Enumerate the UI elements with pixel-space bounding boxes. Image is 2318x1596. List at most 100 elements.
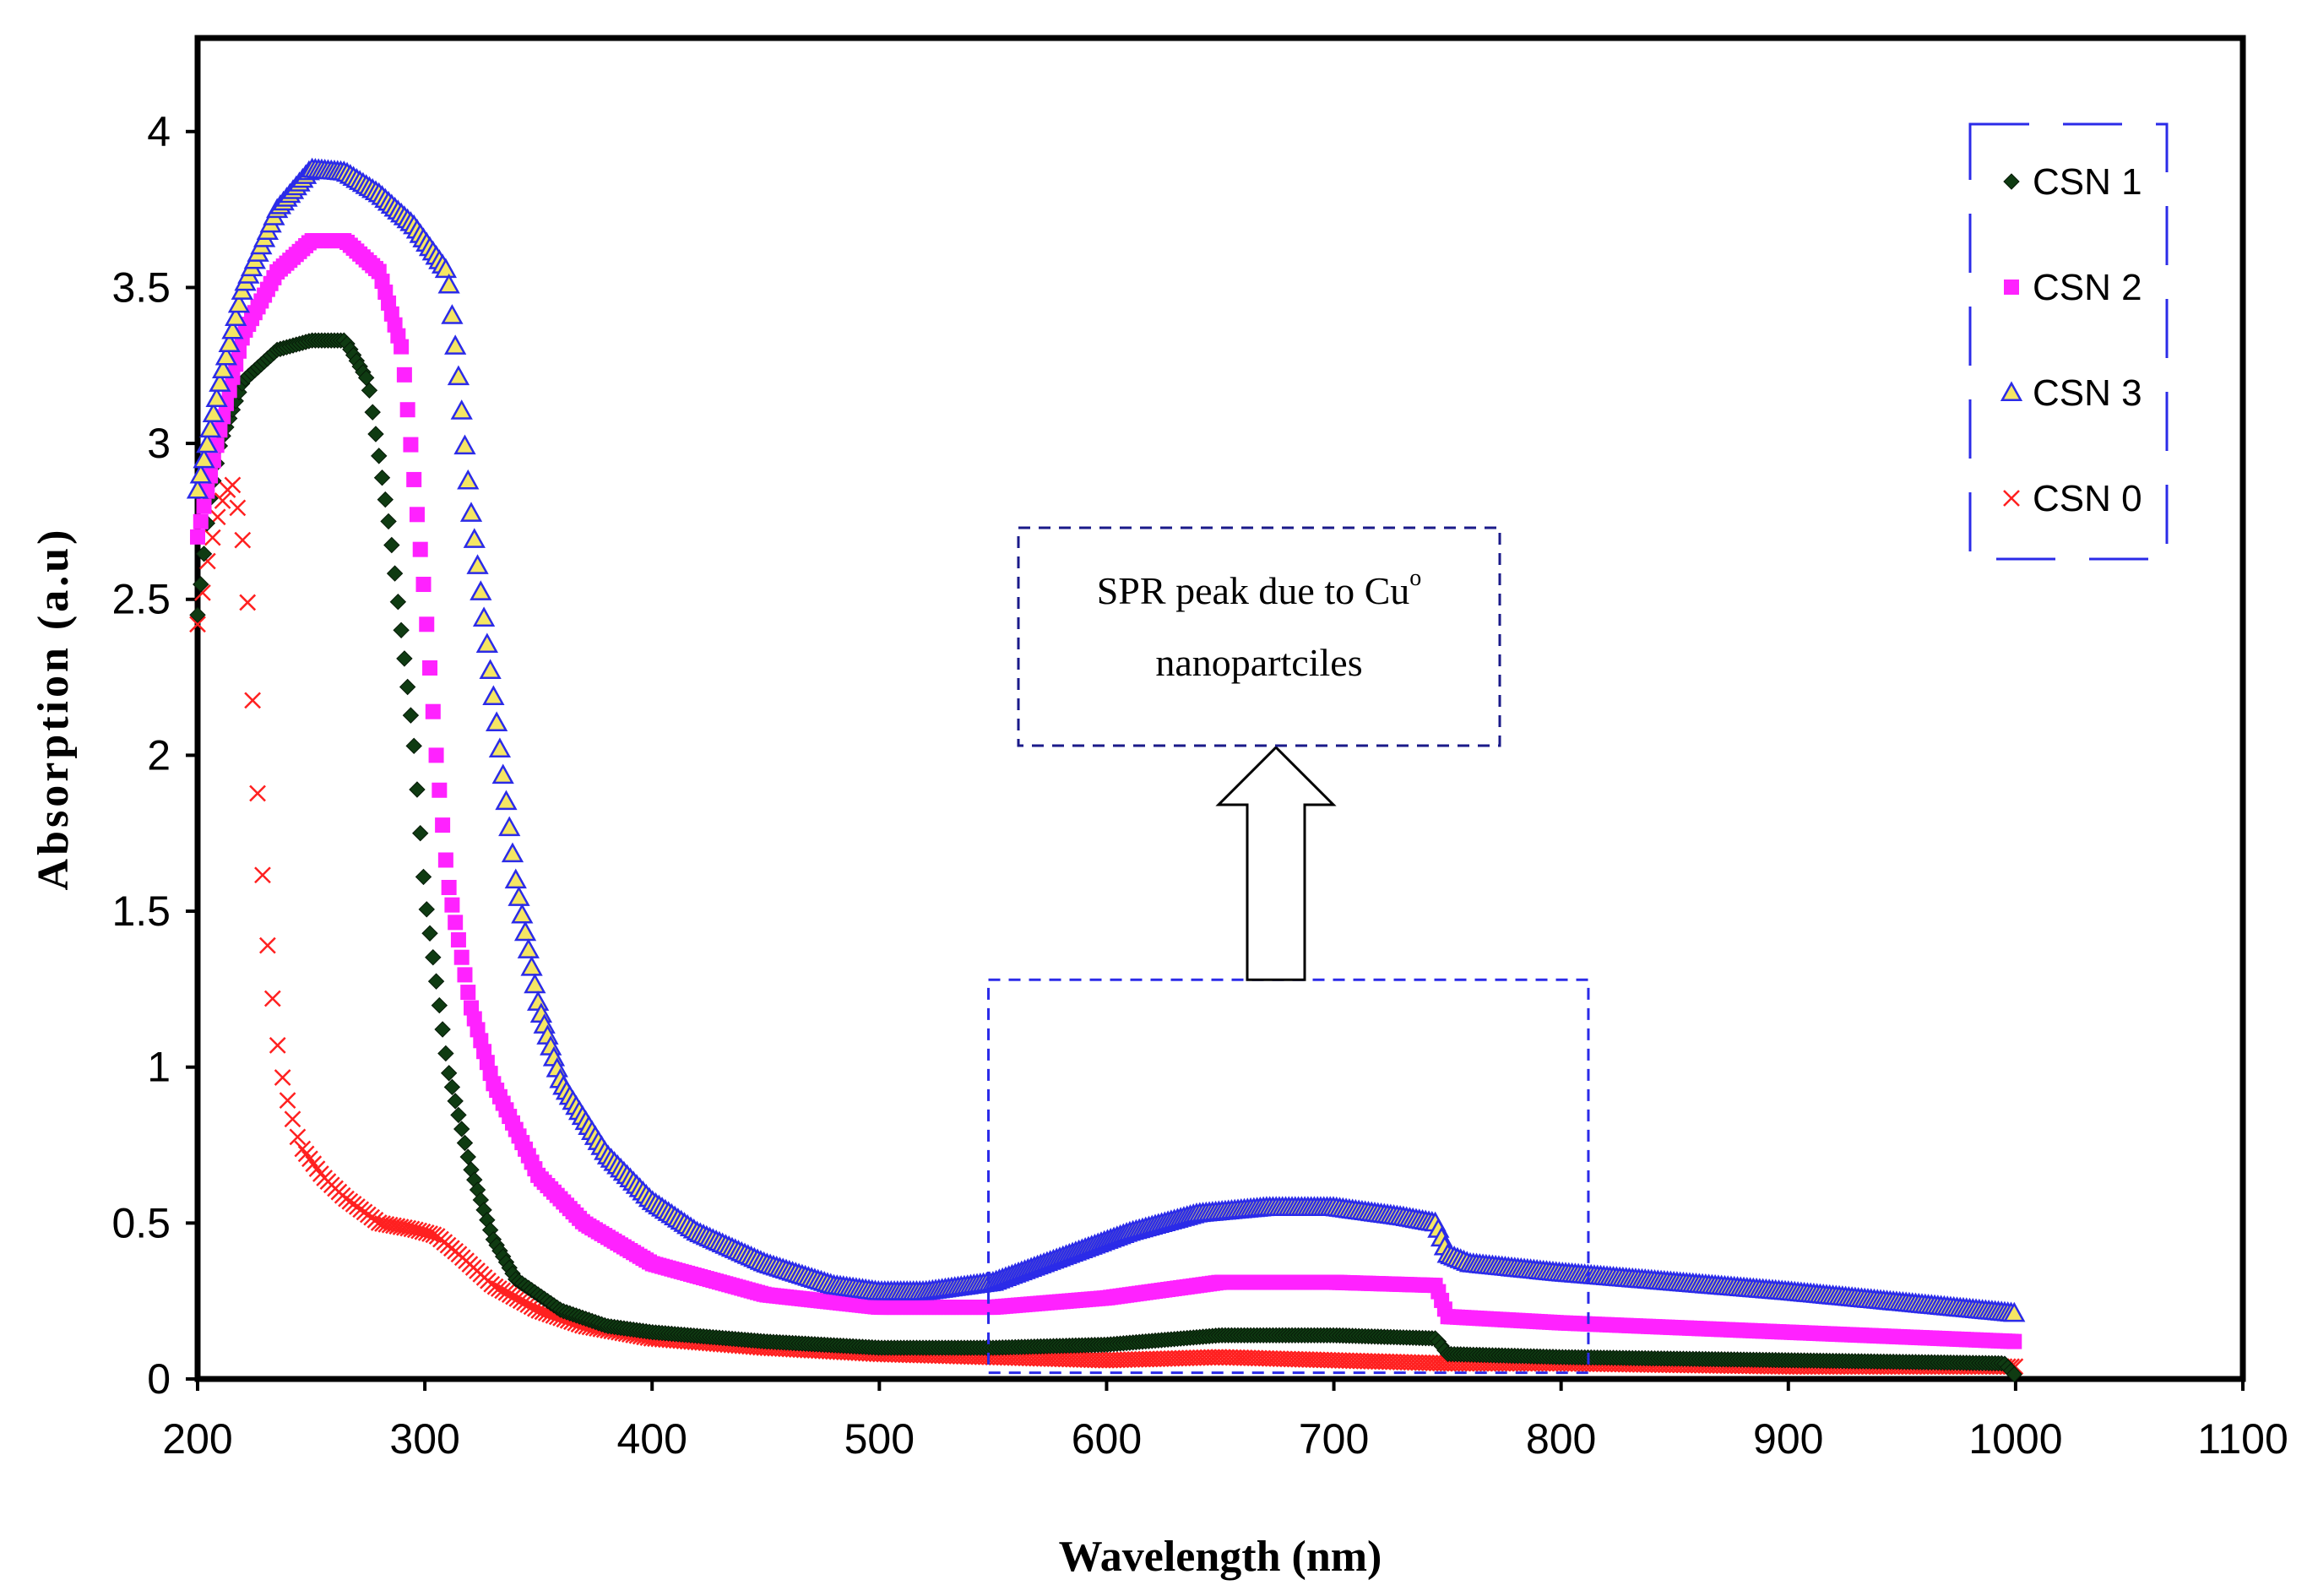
data-point [508,886,530,906]
data-point [229,499,247,517]
data-point [470,580,492,600]
data-point [386,565,404,582]
data-point [425,703,441,719]
data-point [214,345,238,366]
x-tick-label: 1000 [1968,1415,2062,1463]
data-point [289,1128,307,1146]
data-point [448,915,464,931]
data-point [415,868,432,886]
series-csn-2 [190,233,2022,1349]
legend: CSN 1 CSN 2 CSN 3 CSN 0 [1968,122,2169,561]
x-tick-label: 900 [1753,1415,1823,1463]
data-point [227,292,251,313]
data-point [434,258,457,279]
data-point [221,318,244,339]
x-tick-label: 200 [162,1415,232,1463]
spr-region-box [987,978,1590,1375]
data-point [457,967,473,983]
data-point [2003,173,2020,190]
data-point [396,650,413,667]
data-point [393,622,410,639]
data-point [472,606,496,627]
data-point [453,949,470,965]
data-point [504,868,527,889]
axes: 200 300 400 500 600 700 800 900 1000 1100 0 0.5 1 1.5… [111,108,2288,1463]
data-point [269,1036,286,1054]
data-point [437,1045,454,1062]
data-point [195,546,213,562]
data-point [263,990,281,1007]
data-point [399,402,415,418]
data-point [2000,381,2023,402]
data-point [434,1021,451,1038]
data-point [463,528,486,548]
data-point [396,366,412,383]
data-point [453,434,476,455]
legend-box [1968,122,2169,561]
spr-label-box [1017,526,1501,747]
data-point [475,632,498,653]
y-tick-label: 2.5 [111,576,171,623]
data-point [453,1121,470,1137]
data-point [2006,1365,2022,1383]
data-point [486,711,508,732]
data-point [443,1078,461,1096]
legend-label: CSN 3 [2033,372,2142,414]
data-point [418,901,435,918]
data-point [431,996,448,1014]
y-tick-label: 1 [147,1044,171,1091]
data-point [193,448,215,469]
data-point [202,402,225,423]
legend-entry: CSN 3 [2000,372,2142,414]
data-point [425,1226,442,1244]
data-point [428,747,444,763]
data-point [437,273,460,294]
data-point [440,1065,458,1082]
data-point [405,737,422,755]
data-point [198,417,222,438]
y-tick-label: 4 [147,108,171,155]
data-point [498,816,521,837]
data-point [274,1069,291,1086]
data-point [466,554,489,574]
x-tick-label: 500 [844,1415,915,1463]
data-point [196,432,219,453]
data-point [432,782,448,798]
up-arrow [1215,745,1337,981]
data-point [444,897,460,913]
data-point [225,306,247,326]
data-point [383,536,400,554]
data-point [205,387,228,407]
x-axis-title: Wavelength (nm) [1059,1533,1382,1581]
data-point [437,852,453,868]
data-point [249,784,266,802]
data-point [479,659,502,679]
data-point [2004,280,2019,295]
data-point [209,372,231,392]
data-point [189,463,212,484]
x-tick-label: 300 [389,1415,459,1463]
data-point [482,685,505,706]
data-point [406,471,422,487]
data-point [279,1092,296,1109]
data-point [501,842,524,863]
data-point [427,973,445,990]
data-point [491,763,514,784]
data-point [212,358,235,378]
data-point [189,616,206,633]
data-point [189,606,206,623]
data-point [224,476,242,494]
data-point [412,825,429,842]
data-point [409,507,425,523]
data-point [495,790,518,811]
data-point [190,529,205,545]
data-point [214,492,231,509]
x-tick-label: 700 [1299,1415,1369,1463]
data-point [450,932,466,948]
data-point [218,332,241,352]
x-tick-label: 400 [617,1415,687,1463]
data-point [421,925,438,942]
spr-label-line1: SPR peak due to Cuo [1097,565,1422,612]
data-point [234,531,252,549]
